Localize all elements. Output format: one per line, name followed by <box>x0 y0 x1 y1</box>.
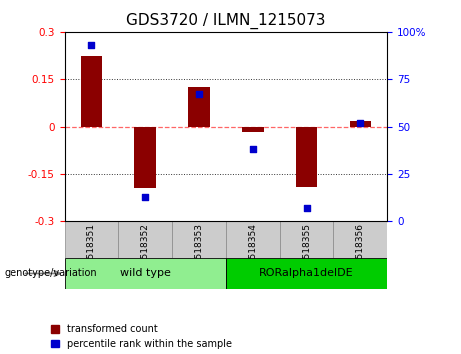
Point <box>303 205 310 211</box>
Bar <box>135 127 156 188</box>
Text: RORalpha1delDE: RORalpha1delDE <box>259 268 354 279</box>
FancyBboxPatch shape <box>280 221 333 258</box>
FancyBboxPatch shape <box>118 221 172 258</box>
FancyBboxPatch shape <box>226 258 387 289</box>
Point <box>249 147 256 152</box>
FancyBboxPatch shape <box>65 221 118 258</box>
Text: genotype/variation: genotype/variation <box>5 268 97 278</box>
Bar <box>242 127 264 132</box>
Legend: transformed count, percentile rank within the sample: transformed count, percentile rank withi… <box>51 324 231 349</box>
FancyBboxPatch shape <box>333 221 387 258</box>
Text: GSM518356: GSM518356 <box>356 223 365 278</box>
Point <box>142 194 149 199</box>
Bar <box>188 87 210 127</box>
Point <box>195 92 203 97</box>
FancyBboxPatch shape <box>65 258 226 289</box>
Bar <box>81 56 102 127</box>
Text: GSM518351: GSM518351 <box>87 223 96 278</box>
Text: GSM518354: GSM518354 <box>248 223 257 278</box>
Point <box>88 42 95 48</box>
Point <box>357 120 364 126</box>
Text: GSM518353: GSM518353 <box>195 223 203 278</box>
FancyBboxPatch shape <box>172 221 226 258</box>
Text: GSM518352: GSM518352 <box>141 223 150 278</box>
Bar <box>349 121 371 127</box>
Bar <box>296 127 317 187</box>
Text: GSM518355: GSM518355 <box>302 223 311 278</box>
FancyBboxPatch shape <box>226 221 280 258</box>
Text: wild type: wild type <box>120 268 171 279</box>
Title: GDS3720 / ILMN_1215073: GDS3720 / ILMN_1215073 <box>126 13 325 29</box>
